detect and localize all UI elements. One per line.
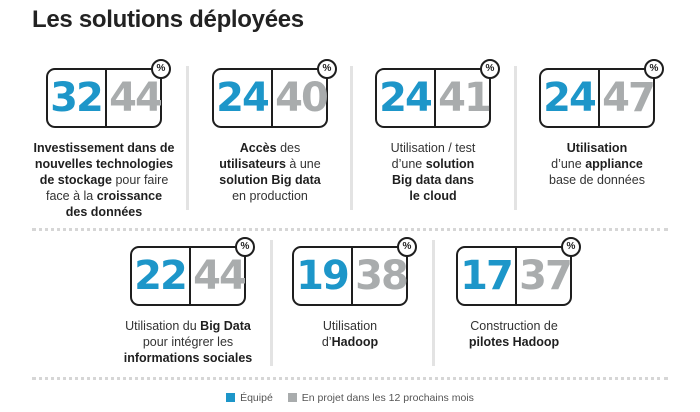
tile-divider (515, 248, 517, 304)
caption-segment: pour faire (111, 173, 169, 187)
stat-caption: Accès des utilisateurs à une solution Big … (195, 140, 345, 204)
tile-divider (189, 248, 191, 304)
row-divider (32, 377, 668, 380)
stat-caption: Utilisation / test d’une solution Big data… (358, 140, 508, 204)
percent-badge: % (151, 59, 171, 79)
caption-segment: en production (232, 189, 308, 203)
stat-caption: Construction de pilotes Hadoop (439, 318, 589, 350)
stat-caption: Utilisation d’Hadoop (275, 318, 425, 350)
caption-segment: solution (425, 157, 475, 171)
caption-segment: appliance (585, 157, 643, 171)
projet-value: 47 (602, 75, 656, 121)
percent-badge: % (561, 237, 581, 257)
legend-label-equipe: Équipé (240, 392, 273, 404)
caption-segment: Hadoop (331, 335, 379, 349)
caption-segment: des données (65, 205, 143, 219)
percent-badge: % (397, 237, 417, 257)
equipe-value: 19 (296, 253, 350, 299)
stat-tile: 22 44% (130, 237, 255, 306)
equipe-value: 32 (50, 75, 104, 121)
caption-segment: Accès (239, 141, 277, 155)
projet-value: 44 (193, 253, 247, 299)
stat-caption: Utilisation du Big Data pour intégrer les… (113, 318, 263, 366)
caption-segment: Utilisation du (125, 319, 201, 333)
equipe-value: 24 (379, 75, 433, 121)
column-divider (514, 66, 517, 210)
column-divider (186, 66, 189, 210)
caption-segment: Big Data (200, 319, 251, 333)
stat-tile: 24 41% (375, 59, 500, 128)
caption-segment: à une (285, 157, 321, 171)
stat-tile: 24 40% (212, 59, 337, 128)
tile-divider (434, 70, 436, 126)
page-title: Les solutions déployées (32, 6, 304, 33)
stat-tile: 32 44% (46, 59, 171, 128)
column-divider (432, 240, 435, 366)
tile-divider (351, 248, 353, 304)
projet-value: 41 (438, 75, 492, 121)
caption-segment: solution Big data (219, 173, 321, 187)
projet-value: 37 (519, 253, 573, 299)
caption-segment: croissance (96, 189, 163, 203)
tile-divider (271, 70, 273, 126)
stat-caption: Utilisation d’une appliance base de donnée… (522, 140, 672, 188)
percent-badge: % (480, 59, 500, 79)
percent-badge: % (644, 59, 664, 79)
projet-value: 44 (109, 75, 163, 121)
equipe-value: 24 (543, 75, 597, 121)
caption-segment: des (276, 141, 301, 155)
caption-segment: d’ (321, 335, 332, 349)
caption-segment: Big data dans (392, 173, 474, 187)
legend-swatch-projet (287, 393, 297, 402)
column-divider (350, 66, 353, 210)
caption-segment: Utilisation / test (390, 141, 476, 155)
stat-tile: 24 47% (539, 59, 664, 128)
equipe-value: 24 (216, 75, 270, 121)
caption-segment: Utilisation (322, 319, 378, 333)
caption-segment: pour intégrer les (142, 335, 234, 349)
caption-segment: de stockage (39, 173, 112, 187)
legend-item-projet: En projet dans les 12 prochains mois (287, 392, 474, 404)
caption-segment: Utilisation (566, 141, 628, 155)
stat-tile: 19 38% (292, 237, 417, 306)
caption-segment: base de données (549, 173, 645, 187)
caption-segment: pilotes Hadoop (468, 335, 560, 349)
legend-item-equipe: Équipé (226, 392, 273, 404)
stat-caption: Investissement dans de nouvelles technolo… (29, 140, 179, 220)
percent-badge: % (317, 59, 337, 79)
stat-tile: 17 37% (456, 237, 581, 306)
tile-divider (105, 70, 107, 126)
equipe-value: 22 (134, 253, 188, 299)
caption-segment: d’une (391, 157, 426, 171)
tile-divider (598, 70, 600, 126)
legend-label-projet: En projet dans les 12 prochains mois (301, 392, 474, 404)
legend-swatch-equipe (226, 393, 236, 402)
caption-segment: utilisateurs (219, 157, 286, 171)
equipe-value: 17 (460, 253, 514, 299)
row-divider (32, 228, 668, 231)
caption-segment: Construction de (470, 319, 558, 333)
caption-segment: face à la (45, 189, 97, 203)
column-divider (270, 240, 273, 366)
caption-segment: informations sociales (123, 351, 253, 365)
caption-segment: d’une (551, 157, 586, 171)
legend: Équipé En projet dans les 12 prochains m… (0, 392, 700, 404)
projet-value: 38 (355, 253, 409, 299)
caption-segment: le cloud (409, 189, 457, 203)
projet-value: 40 (275, 75, 329, 121)
percent-badge: % (235, 237, 255, 257)
caption-segment: nouvelles technologies (34, 157, 174, 171)
caption-segment: Investissement dans de (33, 141, 175, 155)
